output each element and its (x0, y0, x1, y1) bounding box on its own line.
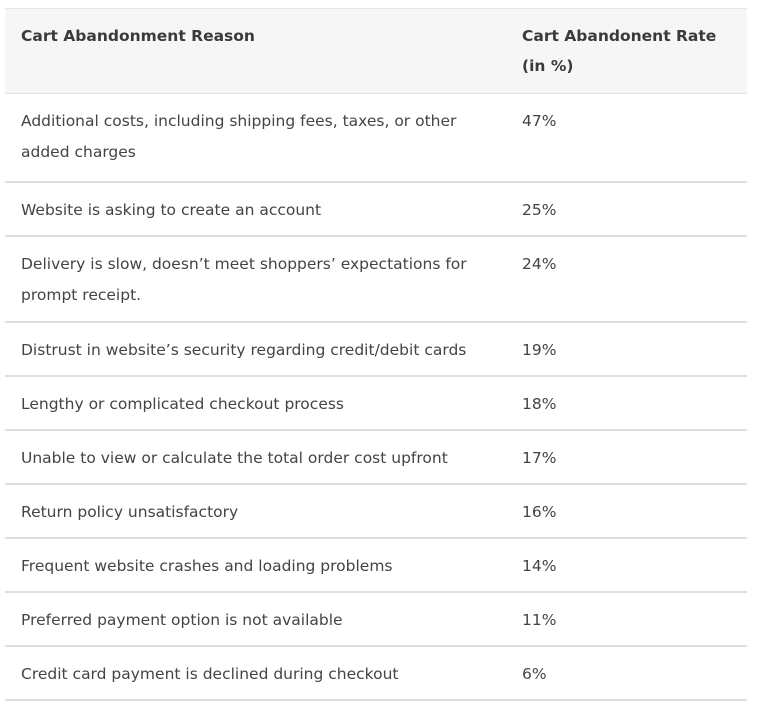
reason-cell: Delivery is slow, doesn’t meet shoppers’… (21, 254, 467, 304)
table-row: Website is asking to create an account 2… (5, 182, 747, 236)
header-reason: Cart Abandonment Reason (21, 27, 255, 45)
rate-cell: 6% (522, 664, 547, 683)
rate-cell: 19% (522, 340, 557, 359)
table-row: Delivery is slow, doesn’t meet shoppers’… (5, 236, 747, 322)
table-row: Frequent website crashes and loading pro… (5, 538, 747, 592)
rate-cell: 11% (522, 610, 557, 629)
table-row: Distrust in website’s security regarding… (5, 322, 747, 376)
table-row: Preferred payment option is not availabl… (5, 592, 747, 646)
table-body: Additional costs, including shipping fee… (5, 94, 747, 700)
reason-cell: Lengthy or complicated checkout process (21, 394, 345, 413)
cart-abandonment-table-container: Cart Abandonment Reason Cart Abandonent … (5, 8, 747, 701)
cart-abandonment-table: Cart Abandonment Reason Cart Abandonent … (5, 8, 747, 701)
reason-cell: Additional costs, including shipping fee… (21, 112, 457, 161)
rate-cell: 25% (522, 200, 557, 219)
table-row: Lengthy or complicated checkout process … (5, 376, 747, 430)
reason-cell: Preferred payment option is not availabl… (21, 610, 343, 629)
header-row: Cart Abandonment Reason Cart Abandonent … (5, 8, 747, 94)
reason-cell: Frequent website crashes and loading pro… (21, 556, 393, 575)
reason-cell: Unable to view or calculate the total or… (21, 448, 448, 467)
table-row: Additional costs, including shipping fee… (5, 94, 747, 182)
table-row: Credit card payment is declined during c… (5, 646, 747, 700)
rate-cell: 24% (522, 254, 557, 273)
table-row: Return policy unsatisfactory 16% (5, 484, 747, 538)
rate-cell: 18% (522, 394, 557, 413)
header-rate: Cart Abandonent Rate (in %) (522, 27, 717, 75)
reason-cell: Website is asking to create an account (21, 200, 322, 219)
reason-cell: Return policy unsatisfactory (21, 502, 239, 521)
reason-cell: Distrust in website’s security regarding… (21, 340, 467, 359)
rate-cell: 16% (522, 502, 557, 521)
table-row: Unable to view or calculate the total or… (5, 430, 747, 484)
reason-cell: Credit card payment is declined during c… (21, 664, 399, 683)
rate-cell: 47% (522, 112, 557, 130)
rate-cell: 17% (522, 448, 557, 467)
table-header: Cart Abandonment Reason Cart Abandonent … (5, 8, 747, 94)
rate-cell: 14% (522, 556, 557, 575)
